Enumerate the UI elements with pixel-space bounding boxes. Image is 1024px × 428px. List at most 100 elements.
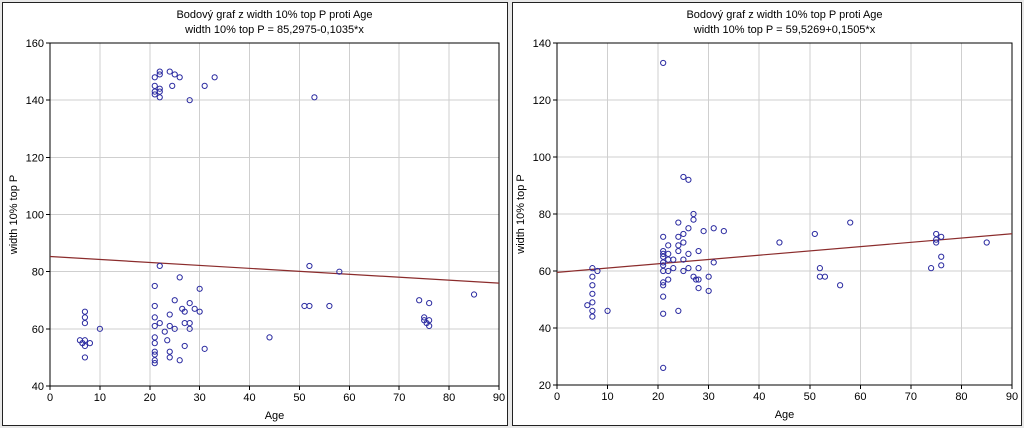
scatter-point-left [171, 71, 178, 78]
y-tick-label: 20 [539, 380, 551, 392]
scatter-point-right [675, 242, 682, 249]
scatter-point-left [151, 348, 158, 355]
scatter-point-right [584, 302, 591, 309]
x-tick-label: 60 [343, 392, 355, 404]
y-tick-label: 40 [32, 381, 44, 393]
scatter-point-left [176, 74, 183, 81]
scatter-point-left [166, 348, 173, 355]
scatter-point-left [186, 325, 193, 332]
x-tick-label: 40 [753, 391, 765, 403]
scatter-point-right [660, 59, 667, 67]
y-tick-label: 80 [539, 209, 551, 221]
x-tick-label: 70 [393, 392, 405, 404]
scatter-point-left [156, 94, 163, 101]
scatter-point-left [81, 308, 89, 315]
scatter-point-left [156, 68, 163, 75]
scatter-point-left [166, 311, 173, 318]
scatter-point-right [685, 265, 692, 272]
scatter-point-right [660, 253, 667, 260]
scatter-point-left [306, 262, 313, 270]
scatter-point-left [186, 320, 193, 327]
scatter-point-right [665, 250, 672, 257]
scatter-point-right [776, 239, 783, 246]
chart-title: Bodový graf z width 10% top P proti Age [686, 9, 882, 21]
scatter-point-left [151, 91, 158, 98]
scatter-point-right [594, 267, 601, 275]
scatter-point-right [685, 176, 692, 183]
scatter-panel-right: Bodový graf z width 10% top P proti Age w… [512, 2, 1022, 426]
scatter-point-right [933, 239, 940, 246]
scatter-point-right [675, 307, 682, 314]
scatter-point-left [191, 305, 198, 312]
scatter-point-right [938, 233, 945, 240]
scatter-point-left [426, 317, 433, 324]
scatter-point-right [665, 276, 672, 283]
scatter-point-left [196, 285, 203, 292]
scatter-point-right [690, 216, 697, 223]
scatter-point-right [685, 225, 692, 232]
y-tick-label: 40 [539, 323, 551, 335]
scatter-point-right [660, 310, 667, 317]
x-tick-label: 40 [243, 392, 255, 404]
scatter-point-right [695, 285, 702, 292]
scatter-point-left [151, 82, 158, 89]
scatter-point-right [680, 173, 687, 181]
scatter-point-left [181, 342, 188, 350]
scatter-point-right [660, 279, 667, 286]
y-tick-label: 120 [26, 152, 44, 164]
scatter-point-left [151, 351, 158, 358]
scatter-point-left [166, 322, 173, 330]
scatter-point-left [426, 322, 433, 330]
scatter-point-left [421, 314, 428, 321]
y-axis-label: width 10% top P [515, 174, 527, 255]
scatter-point-left [196, 308, 203, 315]
scatter-point-right [589, 282, 596, 289]
scatter-point-left [151, 302, 158, 310]
scatter-point-left [181, 308, 188, 315]
scatter-point-left [301, 302, 308, 310]
scatter-point-right [690, 210, 697, 218]
scatter-point-right [928, 265, 935, 272]
x-tick-label: 10 [601, 391, 613, 403]
scatter-point-left [151, 74, 158, 81]
scatter-point-left [176, 357, 183, 364]
scatter-point-right [933, 230, 940, 238]
regression-line [49, 255, 500, 284]
scatter-point-right [675, 247, 682, 255]
scatter-point-left [151, 282, 158, 290]
scatter-point-right [680, 267, 687, 275]
scatter-point-right [665, 267, 672, 275]
x-tick-label: 70 [905, 391, 917, 403]
scatter-point-right [604, 307, 611, 314]
scatter-point-right [816, 265, 823, 272]
y-tick-label: 100 [533, 152, 551, 164]
scatter-point-left [416, 297, 423, 304]
scatter-point-left [470, 291, 478, 298]
scatter-point-right [660, 233, 667, 240]
y-tick-label: 60 [539, 266, 551, 278]
scatter-point-right [695, 276, 702, 283]
y-tick-label: 100 [26, 210, 44, 222]
scatter-point-right [700, 228, 707, 235]
scatter-point-right [847, 219, 854, 226]
scatter-point-left [426, 300, 433, 307]
scatter-point-left [266, 334, 273, 341]
y-tick-label: 140 [533, 38, 551, 50]
scatter-point-right [710, 225, 717, 232]
x-tick-label: 20 [144, 392, 156, 404]
scatter-point-right [680, 256, 687, 263]
x-tick-label: 30 [703, 391, 715, 403]
scatter-point-right [589, 313, 596, 320]
x-tick-label: 30 [194, 392, 206, 404]
scatter-point-left [164, 337, 171, 344]
scatter-point-right [665, 242, 672, 249]
scatter-point-left [166, 68, 173, 75]
x-tick-label: 0 [554, 391, 560, 403]
scatter-point-right [675, 233, 682, 240]
scatter-point-right [660, 364, 667, 371]
scatter-point-right [720, 228, 727, 235]
scatter-point-left [171, 325, 178, 332]
scatter-point-right [589, 307, 596, 314]
scatter-point-right [589, 265, 596, 272]
scatter-point-left [311, 94, 318, 101]
